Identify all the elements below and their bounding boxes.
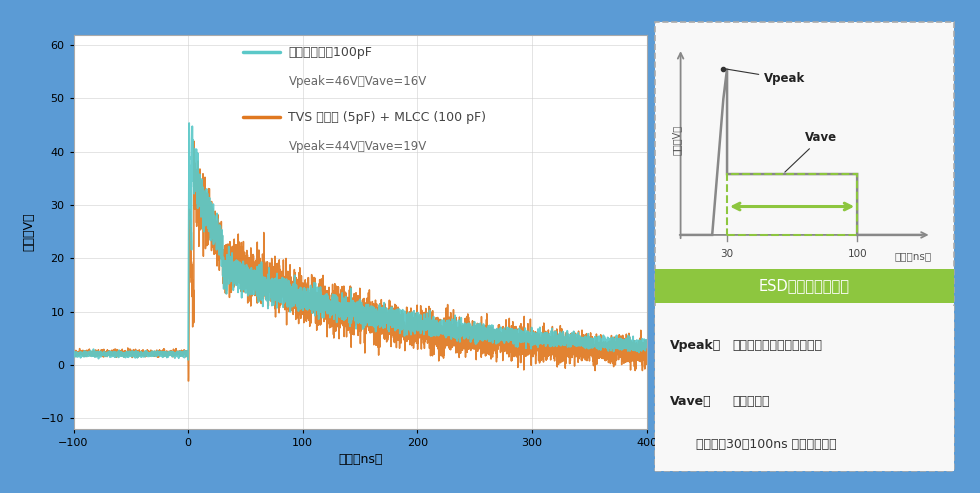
Text: Vpeak：: Vpeak： (669, 339, 721, 352)
Text: Vpeak=44V、Vave=19V: Vpeak=44V、Vave=19V (288, 141, 426, 153)
Text: TVS 二极管 (5pF) + MLCC (100 pF): TVS 二极管 (5pF) + MLCC (100 pF) (288, 111, 486, 124)
Bar (727, 174, 858, 235)
Text: 平均电压。: 平均电压。 (732, 395, 770, 408)
Text: Vpeak=46V、Vave=16V: Vpeak=46V、Vave=16V (288, 75, 426, 88)
Text: 升高之后30～100ns 的平均电压。: 升高之后30～100ns 的平均电压。 (697, 438, 837, 451)
Text: 电压［V］: 电压［V］ (672, 125, 682, 155)
Text: 时间［ns］: 时间［ns］ (895, 251, 931, 261)
Text: Vave: Vave (785, 131, 837, 172)
Text: Vpeak: Vpeak (726, 69, 806, 85)
X-axis label: 时间［ns］: 时间［ns］ (338, 454, 382, 466)
Y-axis label: 电压［V］: 电压［V］ (23, 212, 35, 251)
Text: 100: 100 (848, 249, 867, 259)
Text: 峰值电压。上升部分电压。: 峰值电压。上升部分电压。 (732, 339, 822, 352)
Text: www.cntronics.com: www.cntronics.com (835, 471, 936, 481)
Text: ESD波形的评估参数: ESD波形的评估参数 (759, 279, 850, 293)
Text: 30: 30 (720, 249, 734, 259)
Text: 贴片压敏电阻100pF: 贴片压敏电阻100pF (288, 46, 372, 59)
Text: Vave：: Vave： (669, 395, 711, 408)
